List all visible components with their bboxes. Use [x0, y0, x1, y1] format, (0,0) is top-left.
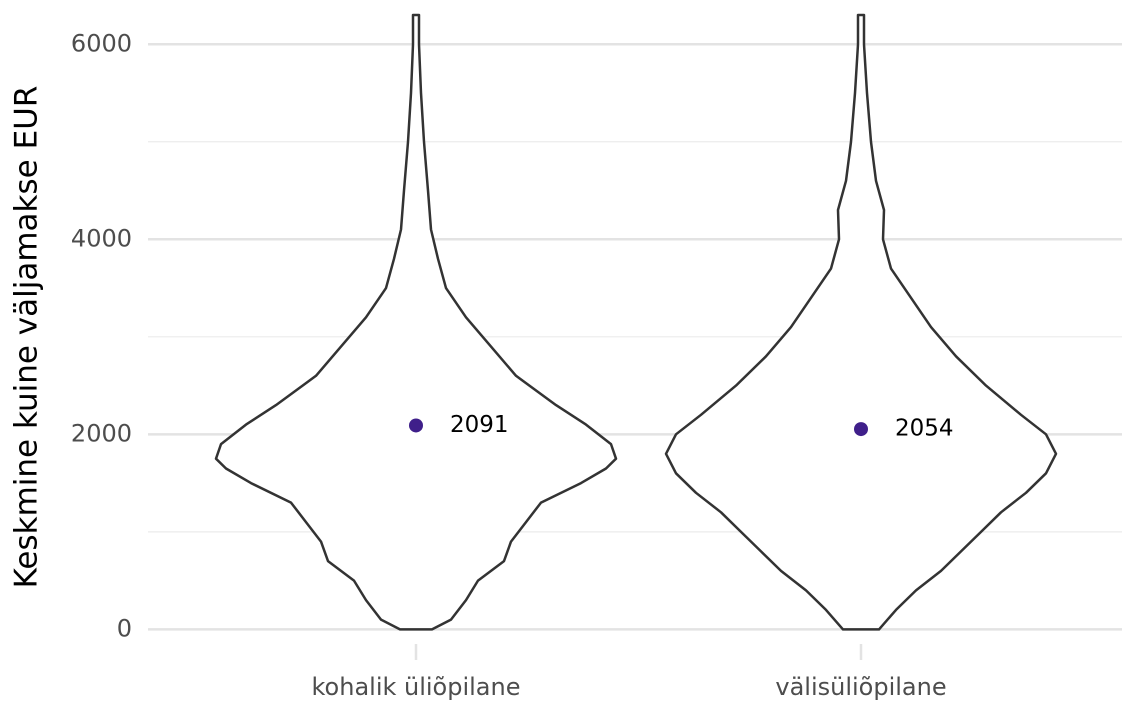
y-axis-title: Keskmine kuine väljamakse EUR — [9, 86, 45, 589]
y-tick-label: 4000 — [71, 224, 132, 252]
y-tick-label: 6000 — [71, 29, 132, 57]
y-tick-label: 0 — [117, 614, 132, 642]
mean-point — [409, 418, 423, 433]
value-label: 2054 — [895, 416, 954, 442]
x-tick-label: välisüliõpilane — [775, 673, 946, 701]
violin — [214, 13, 618, 631]
mean-point — [854, 422, 868, 437]
y-tick-label: 2000 — [71, 419, 132, 447]
x-tick-label: kohalik üliõpilane — [312, 673, 521, 701]
value-label: 2091 — [450, 412, 509, 438]
violin — [664, 13, 1058, 631]
